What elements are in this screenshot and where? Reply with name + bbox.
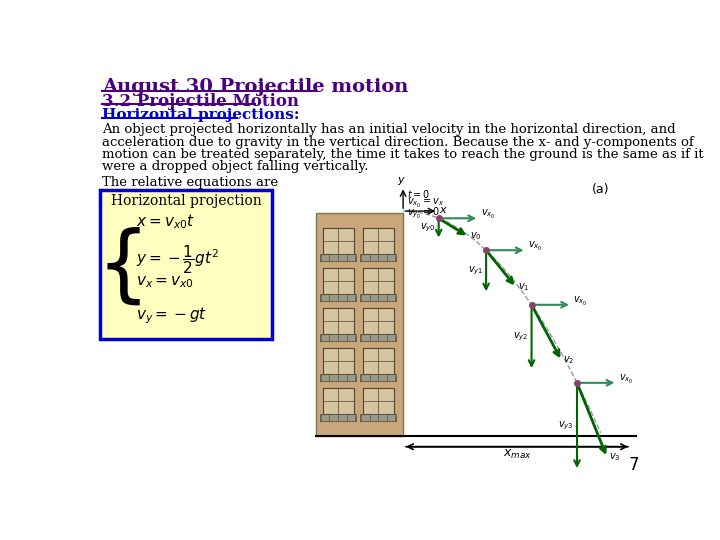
FancyBboxPatch shape xyxy=(100,190,272,339)
Text: Horizontal projections:: Horizontal projections: xyxy=(102,108,299,122)
Text: 7: 7 xyxy=(628,456,639,475)
Text: Horizontal projection: Horizontal projection xyxy=(111,194,261,208)
Bar xyxy=(320,294,356,301)
Bar xyxy=(361,254,396,261)
Bar xyxy=(320,334,356,341)
Text: $v_{y1}$: $v_{y1}$ xyxy=(467,265,483,277)
Text: $v_{x_0}$: $v_{x_0}$ xyxy=(573,294,588,308)
Text: $v_y = -gt$: $v_y = -gt$ xyxy=(137,305,208,326)
Text: $v_{x_0}=v_x$: $v_{x_0}=v_x$ xyxy=(407,197,444,210)
Text: August 30 Projectile motion: August 30 Projectile motion xyxy=(102,78,408,96)
Text: $v_1$: $v_1$ xyxy=(518,281,529,293)
Text: $y = -\dfrac{1}{2}gt^2$: $y = -\dfrac{1}{2}gt^2$ xyxy=(137,244,220,276)
Bar xyxy=(363,348,394,374)
Text: $v_{y_0}=0$: $v_{y_0}=0$ xyxy=(407,205,440,220)
Bar xyxy=(361,294,396,301)
Bar xyxy=(323,388,354,414)
Bar xyxy=(323,228,354,254)
Text: were a dropped object falling vertically.: were a dropped object falling vertically… xyxy=(102,160,368,173)
Text: $t=0$: $t=0$ xyxy=(407,188,431,200)
Bar xyxy=(323,268,354,294)
Text: x: x xyxy=(439,205,446,214)
Text: $x_{max}$: $x_{max}$ xyxy=(503,448,531,461)
Text: $x = v_{x0}t$: $x = v_{x0}t$ xyxy=(137,213,196,231)
Text: The relative equations are: The relative equations are xyxy=(102,176,278,188)
Text: $v_2$: $v_2$ xyxy=(563,354,575,366)
Bar xyxy=(363,308,394,334)
Text: $\{$: $\{$ xyxy=(96,226,141,307)
Bar xyxy=(320,254,356,261)
Text: 3.2 Projectile Motion: 3.2 Projectile Motion xyxy=(102,93,299,110)
Bar xyxy=(363,388,394,414)
Text: y: y xyxy=(397,175,405,185)
Bar xyxy=(363,268,394,294)
Text: An object projected horizontally has an initial velocity in the horizontal direc: An object projected horizontally has an … xyxy=(102,123,675,136)
Text: motion can be treated separately, the time it takes to reach the ground is the s: motion can be treated separately, the ti… xyxy=(102,148,703,161)
Text: $v_{x_0}$: $v_{x_0}$ xyxy=(480,208,495,221)
Bar xyxy=(361,374,396,381)
Text: $v_{y2}$: $v_{y2}$ xyxy=(513,330,528,342)
Bar xyxy=(361,334,396,341)
Text: $v_{y0}$: $v_{y0}$ xyxy=(420,222,436,234)
Text: acceleration due to gravity in the vertical direction. Because the x- and y-comp: acceleration due to gravity in the verti… xyxy=(102,136,693,148)
Text: $v_{x_0}$: $v_{x_0}$ xyxy=(619,373,634,386)
Bar xyxy=(316,213,403,436)
Bar xyxy=(363,228,394,254)
Bar xyxy=(320,374,356,381)
Text: $v_{y3}$: $v_{y3}$ xyxy=(559,419,574,431)
Bar xyxy=(323,308,354,334)
Bar xyxy=(320,414,356,421)
Text: $v_3$: $v_3$ xyxy=(609,451,621,463)
Text: $v_{x_0}$: $v_{x_0}$ xyxy=(528,240,542,253)
Bar xyxy=(323,348,354,374)
Text: (a): (a) xyxy=(593,184,610,197)
Text: $v_x = v_{x0}$: $v_x = v_{x0}$ xyxy=(137,274,194,290)
Text: $v_0$: $v_0$ xyxy=(470,231,482,242)
Bar xyxy=(361,414,396,421)
